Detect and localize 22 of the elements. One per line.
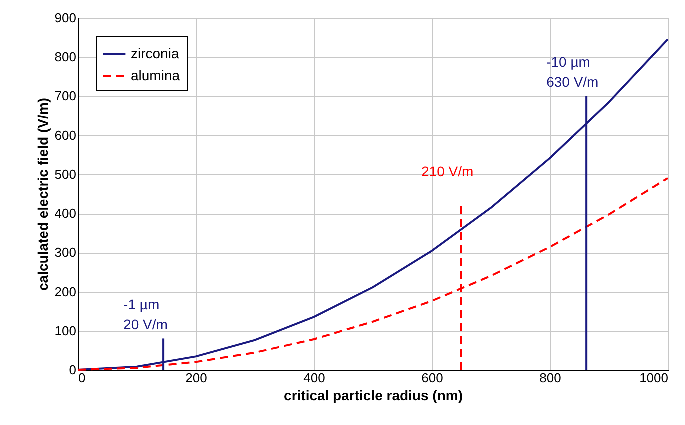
annotation: 210 V/m	[422, 164, 474, 180]
y-tick-label: 500	[54, 166, 76, 182]
annotation: -1 µm 20 V/m	[124, 296, 168, 333]
x-tick-label: 400	[304, 370, 326, 386]
legend-label: alumina	[131, 68, 180, 84]
x-tick-label: 600	[422, 370, 444, 386]
y-tick-label: 400	[54, 206, 76, 222]
x-tick-label: 1000	[640, 370, 668, 386]
y-tick-label: 700	[54, 88, 76, 104]
x-tick-label: 800	[540, 370, 562, 386]
y-tick-label: 200	[54, 284, 76, 300]
y-tick-label: 300	[54, 245, 76, 260]
y-tick-label: 100	[54, 323, 76, 338]
y-tick-label: 900	[54, 10, 76, 26]
x-axis-title: critical particle radius (nm)	[284, 388, 463, 404]
y-axis-title: calculated electric field (V/m)	[34, 98, 51, 291]
x-tick-label: 200	[186, 370, 208, 386]
legend-label: zirconia	[131, 46, 180, 62]
x-tick-label: 0	[78, 370, 86, 386]
y-tick-label: 800	[54, 50, 76, 65]
annotation: -10 µm 630 V/m	[546, 54, 599, 90]
y-tick-label: 600	[54, 128, 76, 143]
